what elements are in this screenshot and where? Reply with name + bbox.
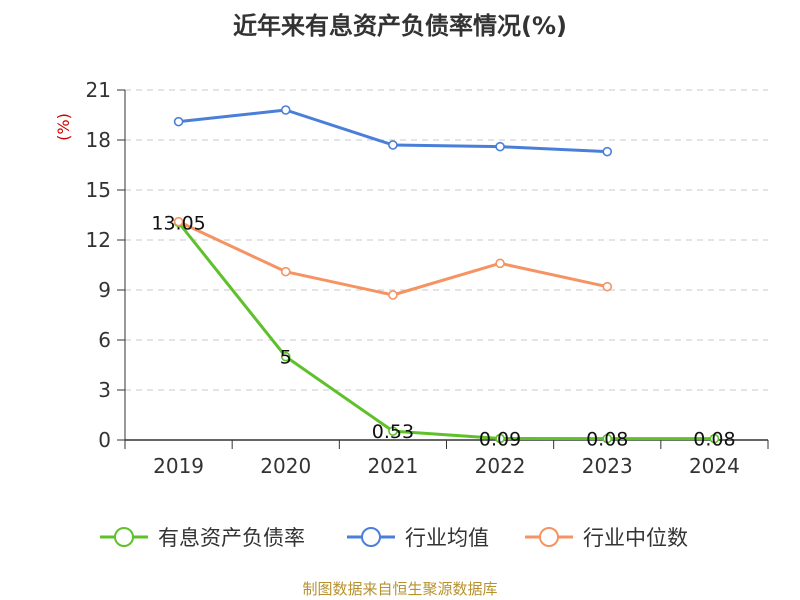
legend: 有息资产负债率 行业均值 行业中位数 <box>100 526 688 550</box>
data-point <box>173 116 184 127</box>
data-point <box>388 290 398 300</box>
grid-lines <box>125 89 768 391</box>
x-tick-label: 2021 <box>367 454 418 478</box>
data-point <box>280 266 291 277</box>
data-point <box>602 281 613 292</box>
source-note: 制图数据来自恒生聚源数据库 <box>302 580 498 598</box>
data-point <box>602 146 613 157</box>
legend-swatch-marker <box>114 527 134 547</box>
y-tick-label: 6 <box>98 328 111 352</box>
data-point <box>495 258 505 269</box>
chart-title: 近年来有息资产负债率情况(%) <box>233 12 567 40</box>
y-tick-label: 0 <box>98 428 111 452</box>
data-point <box>388 426 398 436</box>
data-point <box>280 351 291 362</box>
axes: 0 3 6 9 12 15 18 21 2019 2020 2021 2022 2023 2024 <box>86 78 769 478</box>
y-tick-label: 21 <box>86 78 111 102</box>
data-label: 13.05 <box>151 213 205 235</box>
data-point <box>280 105 291 115</box>
x-tick-label: 2019 <box>153 454 204 478</box>
data-label: 0.08 <box>586 429 628 451</box>
y-tick-label: 15 <box>86 178 111 202</box>
legend-label: 行业均值 <box>405 526 489 550</box>
series-lines <box>173 105 720 444</box>
data-label: 0.53 <box>372 421 414 443</box>
data-point <box>495 141 505 152</box>
x-tick-label: 2024 <box>689 454 740 478</box>
data-label: 5 <box>280 347 292 369</box>
data-label: 0.09 <box>479 429 521 451</box>
legend-label: 有息资产负债率 <box>158 526 305 550</box>
x-tick-label: 2022 <box>475 454 526 478</box>
y-tick-label: 9 <box>98 278 111 302</box>
y-tick-label: 12 <box>86 228 111 252</box>
data-label: 0.08 <box>693 429 735 451</box>
data-labels: 13.05 5 0.53 0.09 0.08 0.08 <box>151 213 735 451</box>
legend-swatch-marker <box>361 527 381 547</box>
x-tick-label: 2023 <box>582 454 633 478</box>
data-point <box>173 216 184 227</box>
y-tick-label: 18 <box>86 128 111 152</box>
series-line-2 <box>177 220 608 297</box>
series-line-0 <box>177 221 715 441</box>
legend-swatch-marker <box>539 527 559 547</box>
legend-label: 行业中位数 <box>583 526 688 550</box>
data-point <box>495 433 505 444</box>
y-tick-label: 3 <box>98 378 111 402</box>
data-point <box>388 140 398 150</box>
y-axis-unit-label: (%) <box>54 113 73 141</box>
x-tick-label: 2020 <box>260 454 311 478</box>
data-point <box>709 433 720 444</box>
data-point <box>602 433 613 444</box>
